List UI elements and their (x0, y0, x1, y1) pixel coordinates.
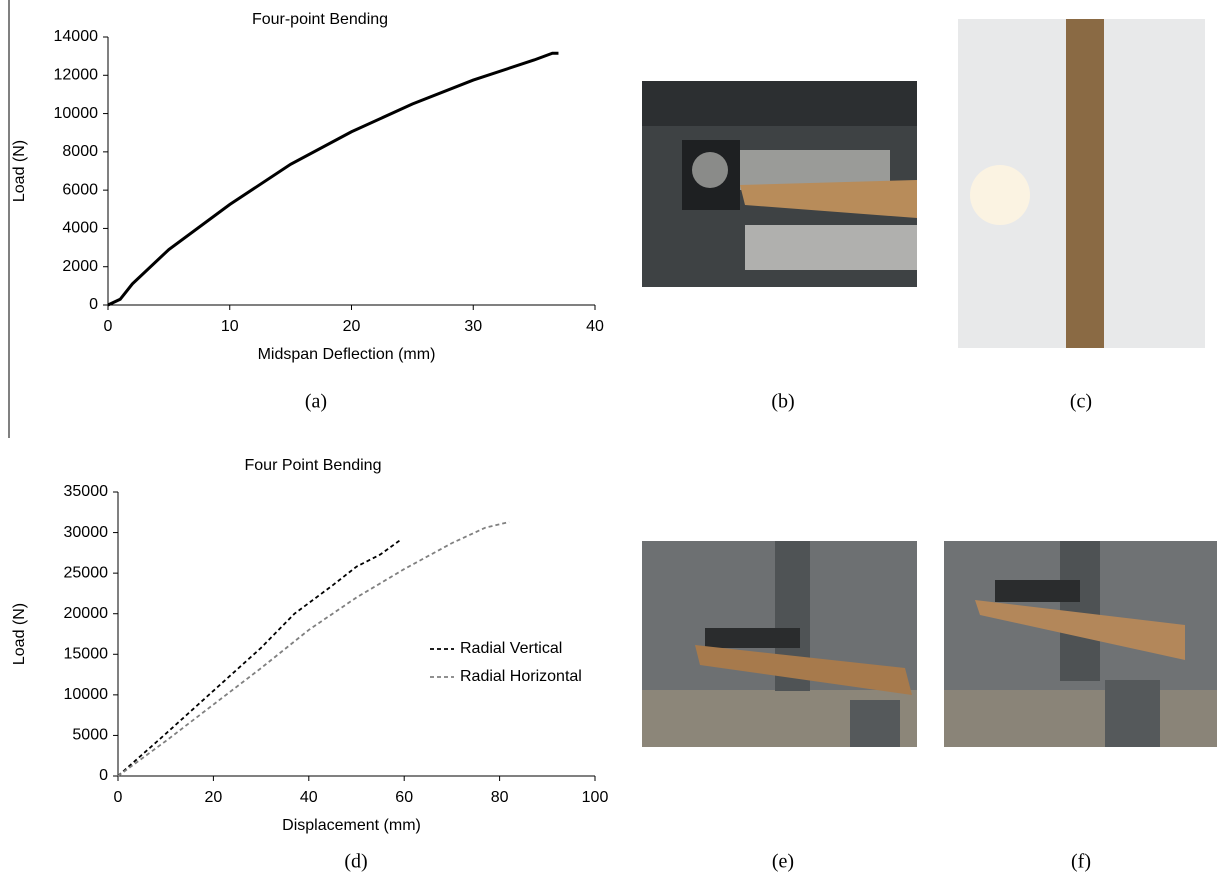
legend-label: Radial Vertical (460, 640, 562, 657)
panel-caption: (e) (772, 851, 794, 873)
y-tick-label: 25000 (64, 564, 109, 581)
photo-e (642, 541, 917, 747)
x-tick-label: 30 (464, 318, 482, 335)
y-axis-label: Load (N) (11, 603, 28, 665)
x-tick-label: 0 (104, 318, 113, 335)
panel-caption: (b) (771, 391, 794, 413)
x-tick-label: 60 (395, 789, 413, 806)
y-tick-label: 5000 (72, 727, 108, 744)
y-tick-label: 15000 (64, 646, 109, 663)
y-tick-label: 8000 (62, 143, 98, 160)
photo-c (958, 19, 1205, 348)
panel-caption: (a) (305, 391, 327, 413)
photo-f (944, 541, 1217, 747)
x-tick-label: 0 (114, 789, 123, 806)
x-tick-label: 20 (343, 318, 361, 335)
x-tick-label: 40 (586, 318, 604, 335)
y-tick-label: 10000 (64, 686, 109, 703)
photo-b (642, 81, 917, 287)
y-tick-label: 0 (89, 296, 98, 313)
chart-title: Four-point Bending (252, 11, 388, 28)
x-tick-label: 20 (205, 789, 223, 806)
chart-title: Four Point Bending (245, 457, 382, 474)
y-tick-label: 20000 (64, 605, 109, 622)
x-tick-label: 40 (300, 789, 318, 806)
y-tick-label: 14000 (54, 28, 99, 45)
data-line (108, 53, 558, 305)
x-axis-label: Displacement (mm) (282, 817, 421, 834)
y-tick-label: 6000 (62, 181, 98, 198)
y-axis-label: Load (N) (11, 140, 28, 202)
x-axis-label: Midspan Deflection (mm) (258, 346, 436, 363)
y-tick-label: 30000 (64, 524, 109, 541)
data-line (118, 522, 509, 776)
panel-caption: (d) (344, 851, 367, 873)
y-tick-label: 12000 (54, 67, 99, 84)
data-line (118, 541, 399, 776)
y-tick-label: 4000 (62, 220, 98, 237)
legend-label: Radial Horizontal (460, 668, 582, 685)
x-tick-label: 10 (221, 318, 239, 335)
panel-caption: (f) (1071, 851, 1091, 873)
y-tick-label: 35000 (64, 483, 109, 500)
y-tick-label: 0 (99, 767, 108, 784)
figure: Four-point Bending Midspan Deflection (mm… (0, 0, 1217, 884)
x-tick-label: 100 (582, 789, 609, 806)
x-tick-label: 80 (491, 789, 509, 806)
y-tick-label: 10000 (54, 105, 99, 122)
y-tick-label: 2000 (62, 258, 98, 275)
panel-caption: (c) (1070, 391, 1092, 413)
